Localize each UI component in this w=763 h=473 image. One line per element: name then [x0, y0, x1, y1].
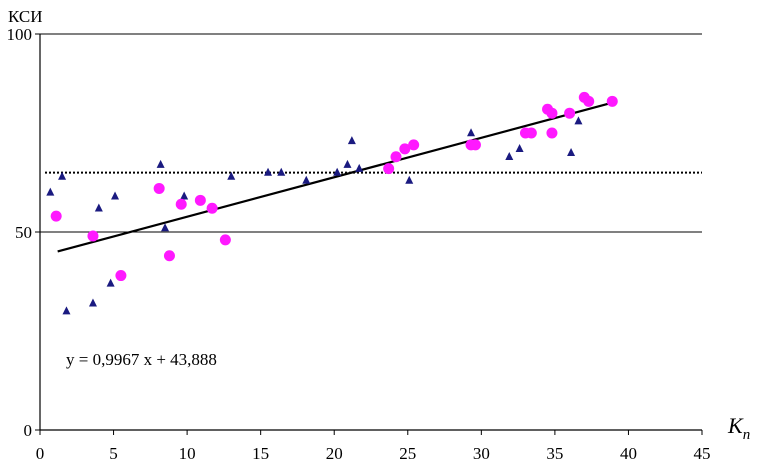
- triangle-point: [161, 223, 170, 232]
- trend-line: [57, 101, 613, 253]
- tick-labels: 0 50 100 0 5 10 15 20 25 30 35 40 45: [7, 25, 711, 463]
- circle-point: [50, 210, 62, 222]
- x-tick-label: 15: [252, 444, 269, 463]
- trend-equation: y = 0,9967 x + 43,888: [66, 350, 217, 369]
- x-tick-label: 40: [620, 444, 637, 463]
- triangle-point: [106, 278, 115, 287]
- x-tick-label: 35: [546, 444, 563, 463]
- triangle-point: [467, 128, 476, 137]
- triangle-point: [277, 167, 286, 176]
- triangle-point: [156, 159, 165, 168]
- circle-point: [399, 143, 411, 155]
- circle-point: [219, 234, 231, 246]
- data-points: [46, 91, 618, 315]
- triangle-point: [180, 191, 189, 200]
- triangle-point: [62, 306, 71, 315]
- x-tick-label: 10: [179, 444, 196, 463]
- triangle-point: [94, 203, 103, 212]
- grid: [40, 33, 702, 233]
- triangle-point: [302, 175, 311, 184]
- y-tick-label: 100: [7, 25, 33, 44]
- circle-point: [163, 250, 175, 262]
- x-axis-title-main: K: [727, 413, 744, 438]
- circle-point: [194, 194, 206, 206]
- triangle-point: [567, 148, 576, 156]
- triangle-point: [111, 191, 120, 200]
- circle-point: [87, 230, 99, 242]
- triangle-point: [227, 171, 236, 180]
- circle-point: [564, 107, 576, 119]
- triangle-point: [574, 116, 583, 125]
- circle-point: [175, 198, 187, 210]
- triangle-point: [88, 298, 97, 307]
- circle-point: [115, 270, 127, 282]
- circle-point: [383, 163, 395, 175]
- triangle-point: [347, 136, 356, 145]
- y-tick-label: 0: [24, 421, 33, 440]
- triangle-point: [515, 144, 524, 153]
- circle-point: [390, 151, 402, 163]
- triangle-point: [405, 175, 414, 184]
- axes: [35, 33, 703, 435]
- x-axis-title-subscript: n: [743, 427, 751, 443]
- x-tick-label: 30: [473, 444, 490, 463]
- y-tick-label: 50: [15, 223, 32, 242]
- circle-point: [153, 182, 165, 194]
- triangle-point: [264, 167, 273, 176]
- triangle-point: [343, 159, 352, 168]
- y-axis-title: КСИ: [8, 7, 43, 26]
- x-axis-title: Kn: [727, 413, 750, 443]
- x-tick-label: 0: [36, 444, 45, 463]
- x-tick-label: 5: [109, 444, 118, 463]
- triangle-point: [46, 187, 55, 196]
- circle-point: [469, 139, 481, 151]
- trend-line-group: [57, 101, 613, 253]
- x-tick-label: 25: [399, 444, 416, 463]
- triangle-point: [333, 167, 342, 176]
- circle-point: [546, 127, 558, 139]
- x-tick-label: 20: [326, 444, 343, 463]
- circle-point: [206, 202, 218, 214]
- circle-point: [546, 107, 558, 119]
- triangle-point: [355, 163, 364, 172]
- circle-point: [606, 95, 618, 107]
- triangle-point: [58, 171, 67, 180]
- circle-point: [583, 95, 595, 107]
- triangle-point: [505, 151, 514, 160]
- circle-point: [408, 139, 420, 151]
- x-tick-label: 45: [694, 444, 711, 463]
- circle-point: [525, 127, 537, 139]
